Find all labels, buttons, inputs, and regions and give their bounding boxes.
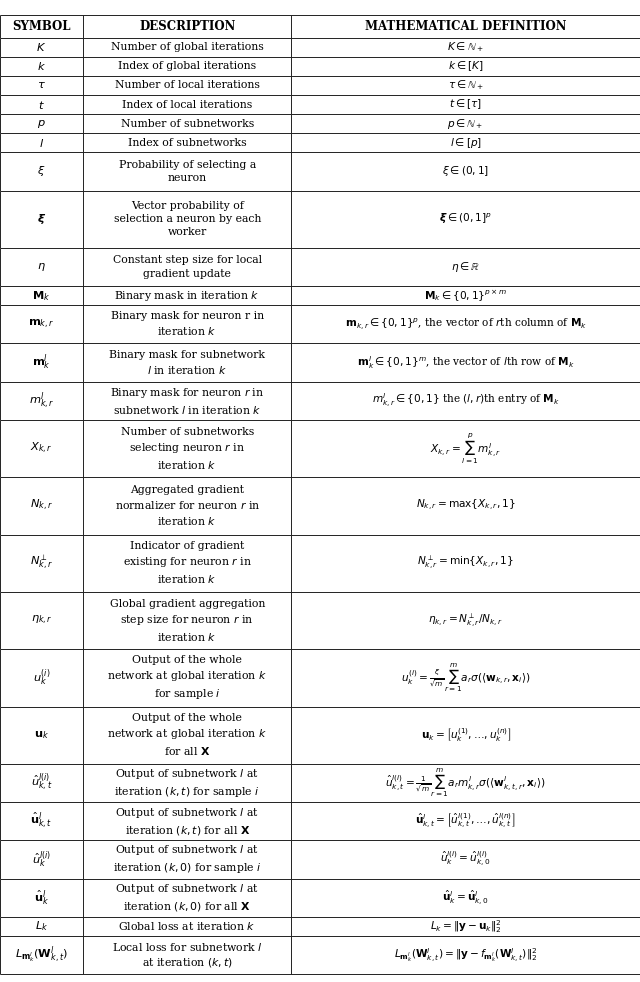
Text: Output of subnetwork $l$ at
iteration $(k,t)$ for sample $i$: Output of subnetwork $l$ at iteration $(…: [115, 767, 260, 799]
Text: $\hat{\mathbf{u}}_{k,t}^l = \left[\hat{u}_{k,t}^{l(1)}, \ldots, \hat{u}_{k,t}^{l: $\hat{\mathbf{u}}_{k,t}^l = \left[\hat{u…: [415, 812, 516, 831]
Text: $\hat{\mathbf{u}}_{k,t}^l$: $\hat{\mathbf{u}}_{k,t}^l$: [31, 811, 52, 832]
Text: Number of local iterations: Number of local iterations: [115, 81, 260, 90]
Text: $\xi$: $\xi$: [37, 164, 46, 179]
Text: $p$: $p$: [37, 118, 46, 130]
Text: $m_{k,r}^l$: $m_{k,r}^l$: [29, 390, 54, 411]
Text: Binary mask for neuron r in
iteration $k$: Binary mask for neuron r in iteration $k…: [111, 311, 264, 338]
Text: $l$: $l$: [39, 136, 44, 149]
Text: Output of subnetwork $l$ at
iteration $(k,0)$ for sample $i$: Output of subnetwork $l$ at iteration $(…: [113, 844, 261, 876]
Text: $\hat{u}_{k,t}^{l(i)}$: $\hat{u}_{k,t}^{l(i)}$: [31, 772, 52, 794]
Text: $l \in [p]$: $l \in [p]$: [449, 136, 482, 150]
Text: $m_{k,r}^l \in \{0,1\}$ the $(l,r)$th entry of $\mathbf{M}_k$: $m_{k,r}^l \in \{0,1\}$ the $(l,r)$th en…: [372, 392, 559, 409]
Text: Index of local iterations: Index of local iterations: [122, 99, 252, 110]
Text: $N_{k,r}^\perp$: $N_{k,r}^\perp$: [30, 554, 53, 573]
Text: $\xi \in (0,1]$: $\xi \in (0,1]$: [442, 164, 489, 179]
Text: $\hat{\mathbf{u}}_k^l = \hat{\mathbf{u}}_{k,0}^l$: $\hat{\mathbf{u}}_k^l = \hat{\mathbf{u}}…: [442, 889, 489, 907]
Text: Probability of selecting a
neuron: Probability of selecting a neuron: [118, 160, 256, 183]
Text: Vector probability of
selection a neuron by each
worker: Vector probability of selection a neuron…: [113, 201, 261, 238]
Text: $\mathbf{m}_{k,r}$: $\mathbf{m}_{k,r}$: [28, 318, 55, 331]
Text: Constant step size for local
gradient update: Constant step size for local gradient up…: [113, 255, 262, 279]
Text: $N_{k,r}^\perp = \min\{X_{k,r}, 1\}$: $N_{k,r}^\perp = \min\{X_{k,r}, 1\}$: [417, 554, 514, 573]
Text: Binary mask in iteration $k$: Binary mask in iteration $k$: [115, 289, 260, 302]
Text: $\hat{u}_{k,t}^{l(i)} = \frac{1}{\sqrt{m}} \sum_{r=1}^m a_r m_{k,r}^l \sigma(\la: $\hat{u}_{k,t}^{l(i)} = \frac{1}{\sqrt{m…: [385, 767, 546, 799]
Text: $\mathbf{M}_k$: $\mathbf{M}_k$: [33, 289, 51, 302]
Text: $t$: $t$: [38, 98, 45, 111]
Text: $N_{k,r} = \max\{X_{k,r}, 1\}$: $N_{k,r} = \max\{X_{k,r}, 1\}$: [416, 498, 515, 514]
Text: $K \in \mathbb{N}_+$: $K \in \mathbb{N}_+$: [447, 40, 484, 54]
Text: Number of global iterations: Number of global iterations: [111, 42, 264, 52]
Text: $\hat{u}_k^{l(i)}$: $\hat{u}_k^{l(i)}$: [32, 849, 51, 870]
Text: Output of the whole
network at global iteration $k$
for all $\mathbf{X}$: Output of the whole network at global it…: [107, 713, 268, 757]
Text: $L_{\mathbf{m}_k^l}(\mathbf{W}_{k,t}^l)$: $L_{\mathbf{m}_k^l}(\mathbf{W}_{k,t}^l)$: [15, 945, 68, 965]
Text: Local loss for subnetwork $l$
at iteration $(k,t)$: Local loss for subnetwork $l$ at iterati…: [112, 941, 262, 969]
Text: Indicator of gradient
existing for neuron $r$ in
iteration $k$: Indicator of gradient existing for neuro…: [123, 541, 252, 585]
Text: Binary mask for subnetwork
$l$ in iteration $k$: Binary mask for subnetwork $l$ in iterat…: [109, 350, 265, 375]
Text: Output of subnetwork $l$ at
iteration $(k,0)$ for all $\mathbf{X}$: Output of subnetwork $l$ at iteration $(…: [115, 882, 259, 913]
Text: $\mathbf{m}_k^l \in \{0,1\}^m$, the vector of $l$th row of $\mathbf{M}_k$: $\mathbf{m}_k^l \in \{0,1\}^m$, the vect…: [356, 355, 575, 371]
Text: $k$: $k$: [37, 60, 46, 73]
Text: $L_k$: $L_k$: [35, 919, 48, 933]
Text: MATHEMATICAL DEFINITION: MATHEMATICAL DEFINITION: [365, 20, 566, 32]
Text: $\boldsymbol{\xi} \in (0,1]^p$: $\boldsymbol{\xi} \in (0,1]^p$: [439, 212, 492, 227]
Text: $t \in [\tau]$: $t \in [\tau]$: [449, 97, 482, 112]
Text: $\mathbf{m}_{k,r} \in \{0,1\}^p$, the vector of $r$th column of $\mathbf{M}_k$: $\mathbf{m}_{k,r} \in \{0,1\}^p$, the ve…: [344, 316, 587, 332]
Text: $X_{k,r} = \sum_{l=1}^p m_{k,r}^l$: $X_{k,r} = \sum_{l=1}^p m_{k,r}^l$: [430, 431, 501, 465]
Text: SYMBOL: SYMBOL: [12, 20, 71, 32]
Text: Output of the whole
network at global iteration $k$
for sample $i$: Output of the whole network at global it…: [107, 655, 268, 701]
Text: $\eta$: $\eta$: [37, 261, 46, 273]
Text: $X_{k,r}$: $X_{k,r}$: [30, 441, 53, 456]
Text: $\boldsymbol{\xi}$: $\boldsymbol{\xi}$: [37, 212, 46, 226]
Text: Global gradient aggregation
step size for neuron $r$ in
iteration $k$: Global gradient aggregation step size fo…: [109, 599, 265, 642]
Text: $\mathbf{u}_k = \left[u_k^{(1)}, \ldots, u_k^{(n)}\right]$: $\mathbf{u}_k = \left[u_k^{(1)}, \ldots,…: [420, 727, 511, 744]
Text: Binary mask for neuron $r$ in
subnetwork $l$ in iteration $k$: Binary mask for neuron $r$ in subnetwork…: [110, 386, 264, 415]
Text: $\mathbf{u}_k$: $\mathbf{u}_k$: [34, 730, 49, 741]
Text: DESCRIPTION: DESCRIPTION: [139, 20, 236, 32]
Text: $\eta_{k,r}$: $\eta_{k,r}$: [31, 614, 52, 627]
Text: Index of global iterations: Index of global iterations: [118, 61, 256, 72]
Text: Aggregated gradient
normalizer for neuron $r$ in
iteration $k$: Aggregated gradient normalizer for neuro…: [115, 485, 260, 527]
Text: Number of subnetworks
selecting neuron $r$ in
iteration $k$: Number of subnetworks selecting neuron $…: [120, 426, 254, 470]
Text: $\tau$: $\tau$: [37, 81, 46, 90]
Text: $\eta \in \mathbb{R}$: $\eta \in \mathbb{R}$: [451, 260, 480, 274]
Text: Global loss at iteration $k$: Global loss at iteration $k$: [118, 920, 256, 932]
Text: $\tau \in \mathbb{N}_+$: $\tau \in \mathbb{N}_+$: [447, 79, 484, 92]
Text: Number of subnetworks: Number of subnetworks: [120, 119, 254, 129]
Text: $\hat{\mathbf{u}}_k^l$: $\hat{\mathbf{u}}_k^l$: [34, 888, 49, 907]
Text: $\mathbf{M}_k \in \{0,1\}^{p \times m}$: $\mathbf{M}_k \in \{0,1\}^{p \times m}$: [424, 289, 507, 303]
Text: $u_k^{(i)} = \frac{\xi}{\sqrt{m}} \sum_{r=1}^m a_r \sigma(\langle \mathbf{w}_{k,: $u_k^{(i)} = \frac{\xi}{\sqrt{m}} \sum_{…: [401, 662, 531, 694]
Text: $\hat{u}_k^{l(i)} = \hat{u}_{k,0}^{l(i)}$: $\hat{u}_k^{l(i)} = \hat{u}_{k,0}^{l(i)}…: [440, 849, 491, 869]
Text: Output of subnetwork $l$ at
iteration $(k,t)$ for all $\mathbf{X}$: Output of subnetwork $l$ at iteration $(…: [115, 806, 259, 837]
Text: $k \in [K]$: $k \in [K]$: [448, 60, 483, 74]
Text: $K$: $K$: [36, 41, 47, 53]
Text: $L_k = \|\mathbf{y} - \mathbf{u}_k\|_2^2$: $L_k = \|\mathbf{y} - \mathbf{u}_k\|_2^2…: [429, 918, 502, 935]
Text: $L_{\mathbf{m}_k^l}(\mathbf{W}_{k,t}^l) = \|\mathbf{y} - f_{\mathbf{m}_k^l}(\mat: $L_{\mathbf{m}_k^l}(\mathbf{W}_{k,t}^l) …: [394, 946, 538, 964]
Text: $\eta_{k,r} = N_{k,r}^\perp/N_{k,r}$: $\eta_{k,r} = N_{k,r}^\perp/N_{k,r}$: [428, 612, 503, 629]
Text: $u_k^{(i)}$: $u_k^{(i)}$: [33, 668, 51, 688]
Text: $p \in \mathbb{N}_+$: $p \in \mathbb{N}_+$: [447, 117, 484, 131]
Text: $N_{k,r}$: $N_{k,r}$: [30, 498, 53, 514]
Text: Index of subnetworks: Index of subnetworks: [128, 137, 246, 147]
Text: $\mathbf{m}_k^l$: $\mathbf{m}_k^l$: [32, 353, 51, 372]
